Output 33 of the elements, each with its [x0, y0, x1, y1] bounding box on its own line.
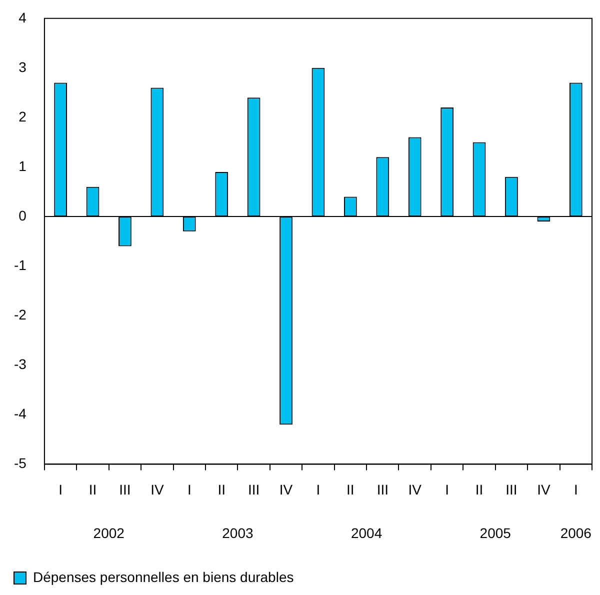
y-tick-label: -3 — [14, 356, 27, 372]
x-tick-label: II — [346, 481, 354, 498]
y-tick-label: -1 — [14, 256, 27, 273]
x-tick-label: IV — [279, 481, 294, 498]
y-tick-label: 4 — [18, 9, 27, 26]
x-tick-label: I — [187, 481, 192, 498]
x-tick-label: II — [475, 481, 484, 498]
x-tick-label: I — [316, 481, 320, 498]
x-tick-label: IV — [408, 481, 422, 498]
y-tick-label: -2 — [14, 306, 27, 322]
text: 2004 — [350, 525, 382, 542]
x-tick-label: IV — [150, 481, 164, 498]
text: 2003 — [222, 525, 254, 542]
text: 2002 — [93, 525, 125, 542]
x-tick-label: III — [376, 481, 388, 498]
y-tick-label: 0 — [18, 207, 27, 224]
x-tick-label: III — [506, 481, 518, 498]
x-tick-label: II — [88, 481, 97, 498]
y-tick-label: 2 — [18, 108, 27, 124]
y-tick-label: 3 — [18, 58, 27, 75]
x-tick-label: I — [574, 481, 578, 498]
x-tick-label: I — [58, 481, 62, 498]
x-tick-label: I — [445, 481, 450, 498]
legend-label: Dépenses personnelles en biens durables — [33, 568, 294, 585]
x-tick-label: II — [218, 481, 226, 498]
x-tick-label: IV — [537, 481, 551, 498]
y-tick-label: -4 — [14, 406, 27, 422]
text: 2006 — [560, 525, 592, 542]
x-tick-label: III — [248, 481, 260, 498]
y-tick-label: 1 — [18, 158, 27, 174]
y-tick-label: -5 — [14, 455, 27, 472]
text: 2005 — [480, 525, 512, 542]
x-tick-label: III — [119, 481, 131, 498]
